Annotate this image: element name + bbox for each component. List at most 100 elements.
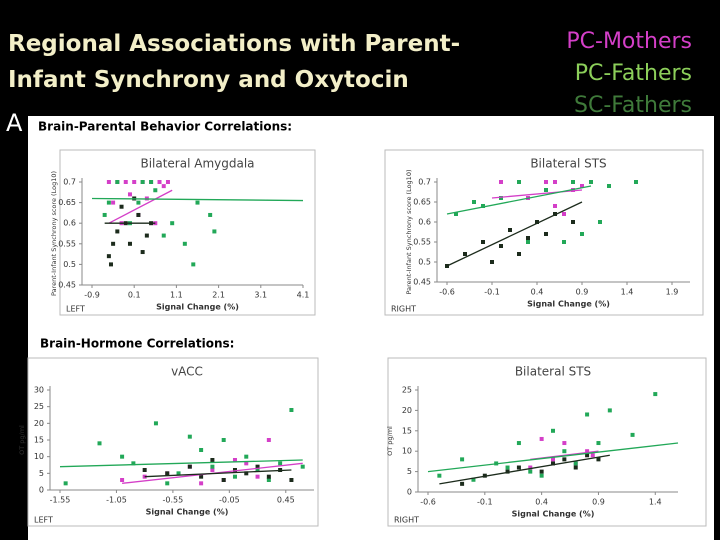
y-tick-label: 0.6 [63,219,76,228]
chart-title: Bilateral STS [515,365,591,379]
x-tick-label: -0.1 [477,498,493,507]
point [221,438,226,442]
y-tick-label: 15 [34,436,44,445]
point [244,461,249,466]
point [115,229,120,234]
point [437,473,442,478]
y-tick-label: 15 [402,426,412,435]
x-tick-label: 0.4 [531,288,544,297]
trend-line [144,469,292,478]
point [490,260,494,264]
point [590,453,595,458]
x-tick-label: 2.1 [212,291,225,300]
point [589,180,593,184]
point [210,468,215,472]
point [111,200,116,205]
side-label: RIGHT [394,516,419,525]
y-axis-label: Parent-Infant Synchrony score (Log10) [50,171,58,296]
y-tick-label: 25 [34,402,44,411]
y-tick-label: 0.7 [418,178,431,187]
point [516,441,521,446]
point [161,184,166,189]
point [562,457,567,462]
point [585,412,590,417]
point [106,180,111,184]
point [460,481,465,486]
point [165,471,170,476]
point [580,184,584,188]
point [165,180,170,184]
x-tick-label: -0.55 [163,496,184,505]
point [596,457,601,462]
point [551,428,555,433]
y-axis-label: Parent-Infant Synchrony score (Log10) [405,169,413,294]
point [634,180,638,184]
y-tick-label: 0.7 [63,178,76,187]
point [528,465,533,470]
point [161,233,166,238]
point [505,469,510,474]
point [562,441,567,446]
point [187,464,192,469]
x-tick-label: 1.1 [170,291,183,300]
point [140,180,145,184]
legend-entry: SC-Fathers [574,93,692,118]
x-axis-label: Signal Change (%) [512,510,595,519]
point [195,200,200,205]
point [232,474,237,479]
y-tick-label: 20 [34,419,44,428]
point [573,461,578,466]
point [653,392,658,397]
point [106,254,111,259]
point [585,453,590,458]
point [63,481,68,486]
point [165,481,170,486]
y-tick-label: 5 [407,467,412,476]
point [481,204,485,208]
chart-frame [59,149,316,316]
point [136,200,141,205]
trend-line [439,454,610,485]
x-axis-label: Signal Change (%) [156,303,239,312]
x-tick-label: 0.9 [592,498,605,507]
point [544,188,548,192]
point [157,180,162,184]
point [300,464,305,469]
chart-title: Bilateral STS [530,157,606,171]
point [212,229,217,234]
section-heading: Brain-Parental Behavior Correlations: [38,120,292,134]
point [551,457,555,462]
point [539,469,544,474]
point [149,180,154,184]
point [544,180,548,184]
point [454,212,458,216]
y-axis-label: OT pg/ml [386,426,394,456]
trend-line [59,459,303,468]
point [170,221,175,226]
y-tick-label: 5 [39,469,44,478]
point [499,180,503,184]
x-tick-label: -1.05 [106,496,127,505]
point [573,465,578,470]
x-tick-label: 0.1 [128,291,141,300]
point [571,180,575,184]
point [289,408,294,412]
point [289,478,294,482]
point [526,236,530,240]
point [499,196,503,200]
point [127,192,132,197]
point [266,438,271,442]
point [562,240,566,244]
section-letter: B [6,328,22,356]
point [191,262,196,267]
point [553,204,557,208]
point [528,469,533,474]
point [131,461,136,466]
y-axis-label: OT pg/ml [18,425,26,455]
side-label: RIGHT [391,305,416,314]
point [535,220,539,224]
trend-line [446,201,583,267]
section-letter: A [6,109,23,137]
y-tick-label: 0.6 [418,218,431,227]
